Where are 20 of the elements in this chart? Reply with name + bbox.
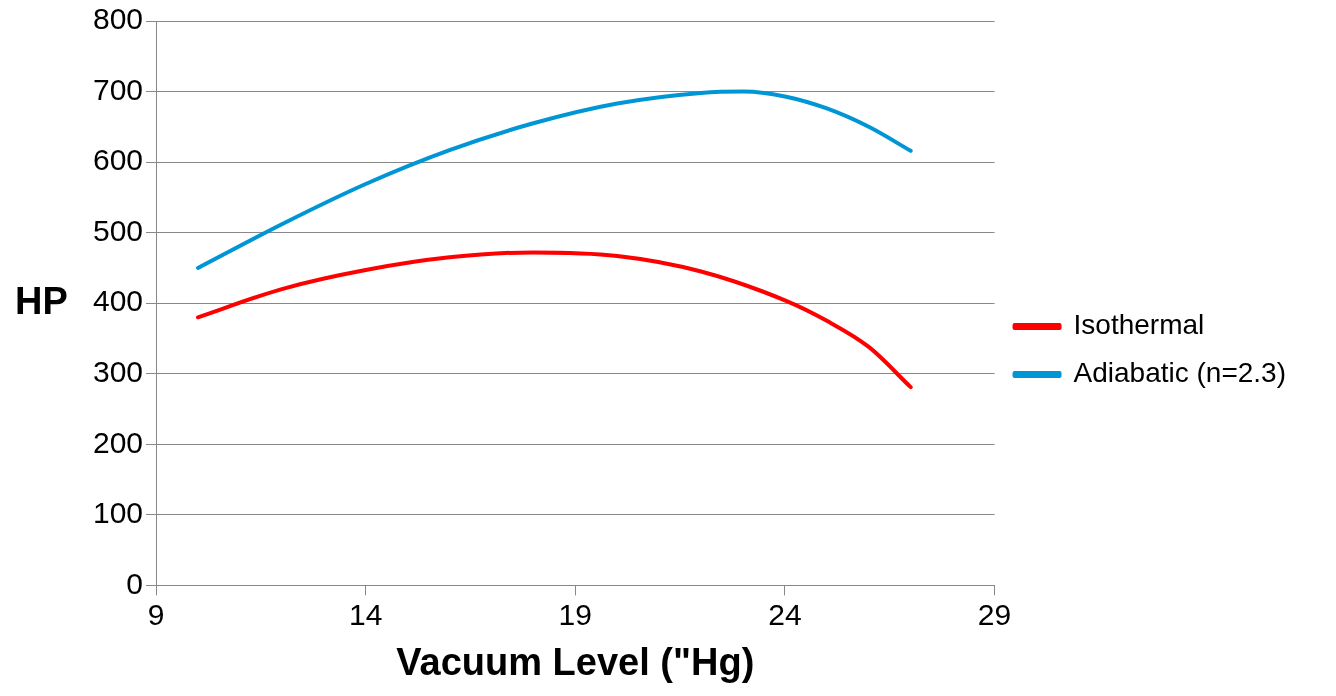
y-tick-label: 500 bbox=[92, 213, 144, 247]
x-tick-label: 29 bbox=[977, 597, 1012, 631]
y-tick-label: 100 bbox=[92, 496, 144, 530]
y-tick-label: 0 bbox=[126, 566, 144, 600]
y-tick-label: 300 bbox=[92, 355, 144, 389]
line-series bbox=[195, 250, 913, 390]
y-tick-label: 200 bbox=[92, 425, 144, 459]
y-tick-label: 600 bbox=[92, 143, 144, 177]
x-tick-label: 24 bbox=[768, 597, 802, 631]
x-tick-label: 9 bbox=[147, 597, 165, 631]
y-tick-label: 400 bbox=[92, 284, 144, 318]
legend-label: Isothermal bbox=[1073, 309, 1205, 341]
x-tick-label: 19 bbox=[558, 597, 592, 631]
line-series bbox=[195, 89, 913, 270]
y-tick-label: 800 bbox=[92, 2, 144, 36]
y-axis-title: HP bbox=[15, 279, 68, 322]
legend-label: Adiabatic (n=2.3) bbox=[1073, 357, 1287, 389]
x-axis-title: Vacuum Level ("Hg) bbox=[396, 640, 755, 683]
x-tick-label: 14 bbox=[348, 597, 383, 631]
y-tick-label: 700 bbox=[92, 72, 144, 106]
